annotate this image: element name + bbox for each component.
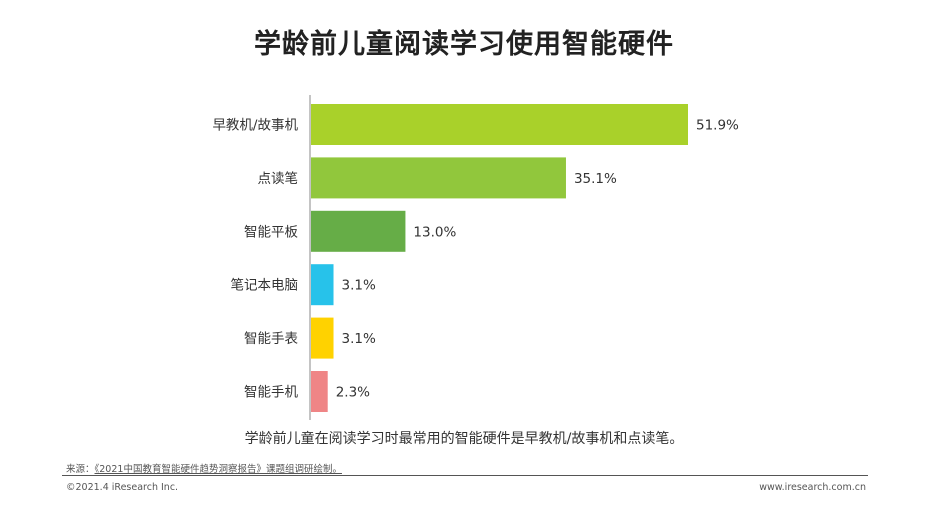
- chart-title: 学龄前儿童阅读学习使用智能硬件: [254, 29, 674, 60]
- chart-note: 学龄前儿童在阅读学习时最常用的智能硬件是早教机/故事机和点读笔。: [244, 431, 684, 447]
- source-label: 来源：: [66, 464, 95, 475]
- category-label-2: 智能平板: [244, 224, 298, 240]
- bar-5: [311, 371, 328, 412]
- category-label-1: 点读笔: [258, 171, 299, 187]
- category-label-4: 智能手表: [244, 331, 298, 347]
- value-label-5: 2.3%: [336, 385, 370, 401]
- value-label-2: 13.0%: [413, 224, 456, 240]
- value-label-4: 3.1%: [342, 331, 376, 347]
- value-label-0: 51.9%: [696, 118, 739, 134]
- bars-layer: 早教机/故事机 51.9% 点读笔 35.1% 智能平板 13.0% 笔记本电脑 3.1% 智能…: [212, 104, 739, 412]
- bar-1: [311, 157, 566, 199]
- category-label-5: 智能手机: [244, 385, 298, 401]
- footer-divider: [62, 475, 868, 476]
- copyright: ©2021.4 iResearch Inc.: [66, 482, 179, 493]
- source-text: 《2021中国教育智能硬件趋势洞察报告》课题组调研绘制。: [94, 464, 342, 475]
- website: www.iresearch.com.cn: [759, 482, 866, 493]
- category-label-0: 早教机/故事机: [212, 118, 298, 134]
- value-label-3: 3.1%: [342, 278, 376, 294]
- bar-0: [311, 104, 688, 145]
- category-label-3: 笔记本电脑: [231, 278, 299, 294]
- value-label-1: 35.1%: [574, 171, 617, 187]
- bar-2: [311, 210, 406, 252]
- source-line: 来源：《2021中国教育智能硬件趋势洞察报告》课题组调研绘制。: [66, 461, 342, 475]
- bar-4: [311, 317, 334, 359]
- bar-3: [311, 264, 334, 306]
